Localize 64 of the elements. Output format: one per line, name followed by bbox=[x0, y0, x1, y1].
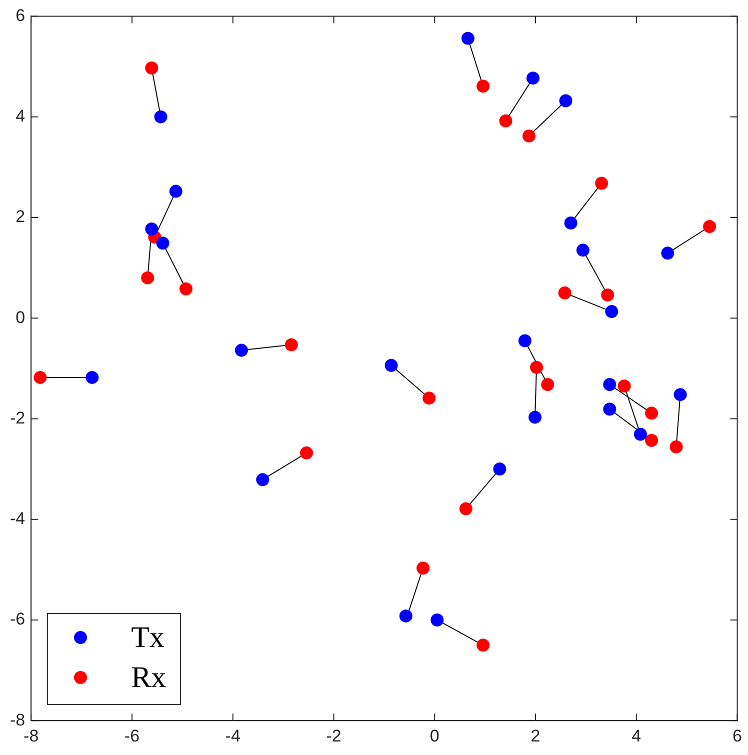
point bbox=[618, 380, 631, 393]
point bbox=[530, 360, 544, 374]
x-tick-label: -4 bbox=[225, 726, 240, 746]
y-tick-label: -8 bbox=[10, 710, 26, 730]
point bbox=[234, 344, 248, 357]
point bbox=[430, 613, 444, 626]
point bbox=[476, 80, 490, 93]
point bbox=[169, 184, 182, 198]
point bbox=[384, 358, 398, 372]
point bbox=[645, 406, 658, 420]
point bbox=[703, 220, 716, 234]
y-tick-label: -4 bbox=[10, 509, 26, 528]
point bbox=[541, 378, 554, 391]
point bbox=[179, 282, 192, 296]
point bbox=[522, 129, 536, 142]
point bbox=[256, 473, 270, 486]
point bbox=[156, 236, 170, 250]
x-tick-label: 4 bbox=[632, 726, 642, 746]
point bbox=[526, 72, 540, 85]
point bbox=[605, 305, 618, 318]
point bbox=[86, 370, 99, 384]
y-tick-label: -6 bbox=[10, 610, 26, 629]
point bbox=[145, 222, 158, 236]
point bbox=[674, 388, 687, 402]
point bbox=[670, 440, 683, 454]
point bbox=[399, 609, 412, 622]
point bbox=[603, 378, 616, 391]
x-tick-label: -6 bbox=[124, 726, 140, 746]
y-tick-label: 0 bbox=[16, 308, 26, 327]
y-tick-label: -2 bbox=[10, 408, 26, 428]
point bbox=[558, 286, 572, 300]
legend-label: Tx bbox=[131, 620, 164, 655]
x-tick-label: 6 bbox=[732, 726, 742, 746]
point bbox=[595, 176, 608, 190]
point bbox=[499, 114, 512, 128]
point bbox=[145, 62, 158, 75]
point bbox=[576, 244, 590, 257]
point bbox=[141, 271, 154, 284]
point bbox=[154, 110, 168, 124]
x-tick-label: -2 bbox=[326, 726, 342, 746]
point bbox=[559, 94, 572, 108]
point bbox=[564, 216, 578, 230]
point bbox=[300, 446, 314, 460]
point bbox=[634, 428, 647, 441]
y-tick-label: 6 bbox=[16, 6, 26, 25]
point bbox=[528, 410, 542, 424]
point bbox=[601, 288, 614, 302]
legend-label: Rx bbox=[131, 660, 166, 695]
point bbox=[422, 392, 436, 405]
point bbox=[459, 502, 472, 516]
point bbox=[661, 246, 674, 260]
point bbox=[34, 370, 47, 384]
point bbox=[416, 562, 430, 575]
point bbox=[461, 32, 474, 45]
point bbox=[476, 638, 490, 652]
point bbox=[645, 434, 658, 447]
point bbox=[518, 334, 532, 348]
point bbox=[284, 338, 298, 352]
x-tick-label: 2 bbox=[530, 726, 540, 746]
point bbox=[603, 402, 616, 416]
point bbox=[493, 462, 506, 476]
x-tick-label: 0 bbox=[430, 726, 440, 746]
y-tick-label: 4 bbox=[16, 106, 26, 126]
y-tick-label: 2 bbox=[16, 207, 26, 226]
